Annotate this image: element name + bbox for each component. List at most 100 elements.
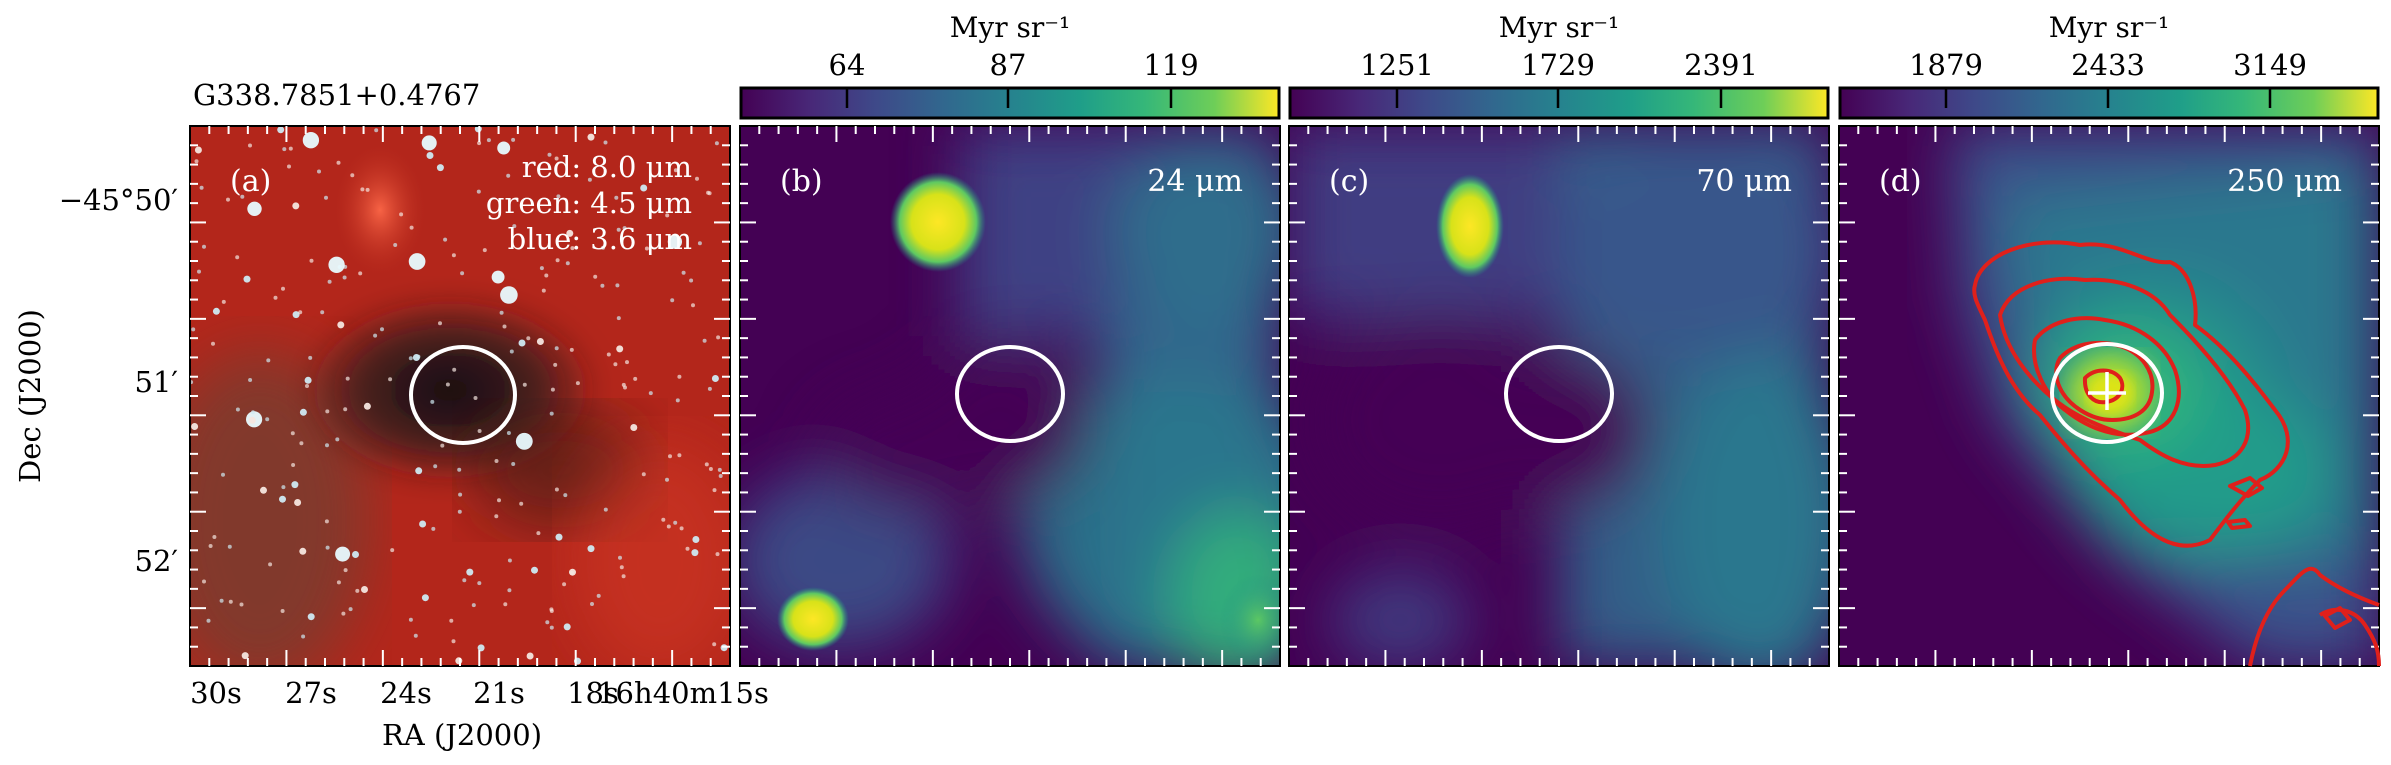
star (566, 229, 574, 237)
star (309, 258, 314, 263)
star (491, 270, 505, 284)
star (494, 459, 499, 463)
star (511, 137, 516, 142)
star (506, 431, 511, 435)
panel-d-aperture (2050, 342, 2164, 444)
panel-b-band: 24 μm (1147, 164, 1243, 199)
star (614, 195, 619, 200)
star (714, 141, 719, 146)
star (212, 535, 217, 539)
star (268, 562, 273, 567)
star (477, 141, 482, 146)
star (569, 347, 574, 352)
star (716, 335, 721, 340)
star (718, 474, 723, 478)
star (587, 545, 595, 553)
star (691, 549, 699, 557)
star (526, 652, 534, 660)
panel-a-image (190, 126, 730, 666)
star (563, 493, 568, 498)
star (355, 588, 360, 593)
star (575, 381, 580, 386)
star (563, 623, 571, 631)
star (615, 283, 620, 288)
panel-d: (d) 250 μm (1838, 125, 2381, 667)
star (325, 545, 330, 550)
star (350, 173, 355, 178)
star (399, 212, 404, 217)
panel-c-label: (c) (1329, 164, 1369, 199)
star (449, 618, 454, 623)
star (343, 407, 348, 412)
star (473, 396, 478, 400)
star (553, 362, 558, 367)
star (670, 298, 675, 303)
star (715, 552, 720, 557)
star (668, 454, 672, 459)
star (199, 185, 204, 190)
star (341, 611, 346, 616)
star (593, 274, 598, 279)
panel-a-legend-green: green: 4.5 μm (486, 186, 692, 220)
star (549, 609, 554, 613)
star (711, 375, 719, 382)
star (692, 536, 700, 543)
star (298, 310, 303, 315)
colorbar-b: Myr sr⁻¹ 64 87 119 (739, 11, 1281, 120)
star (352, 551, 359, 558)
star (239, 602, 244, 607)
colorbar-b-tick-label: 87 (990, 48, 1027, 82)
star (281, 485, 286, 490)
star (457, 509, 462, 514)
star (197, 269, 201, 274)
star (413, 633, 418, 638)
star (549, 625, 554, 630)
star (512, 224, 517, 229)
panel-b-image (740, 126, 1280, 666)
ra-tick-label: 30s (190, 676, 242, 710)
colorbar-d-tick-label: 1879 (1909, 48, 1983, 82)
star (248, 378, 253, 382)
star (235, 255, 240, 260)
star (248, 143, 252, 148)
star (221, 472, 225, 477)
star (325, 409, 330, 414)
star (202, 579, 206, 584)
star (228, 599, 233, 604)
star (712, 642, 717, 647)
star (360, 187, 365, 192)
star (562, 582, 567, 587)
star (587, 133, 595, 141)
star (421, 594, 429, 602)
star (679, 526, 684, 531)
star (320, 310, 325, 315)
star (522, 382, 527, 387)
star (661, 517, 666, 522)
star (430, 399, 435, 404)
star (277, 126, 285, 134)
star (596, 593, 601, 598)
star (302, 132, 320, 149)
star (348, 607, 353, 612)
star (251, 410, 255, 415)
star (641, 472, 646, 477)
panel-b-label: (b) (780, 164, 823, 199)
star (616, 227, 621, 232)
source-name: G338.7851+0.4767 (193, 78, 480, 112)
star (565, 261, 570, 266)
star (345, 376, 350, 381)
star (325, 443, 329, 448)
star (511, 462, 516, 466)
ra-tick-label: 16h40m15s (597, 676, 769, 710)
star (208, 544, 213, 548)
star (336, 580, 341, 585)
star (292, 202, 300, 210)
panel-c-band: 70 μm (1696, 164, 1792, 199)
star (550, 387, 555, 392)
star (477, 429, 482, 433)
star (536, 531, 541, 536)
star (665, 477, 669, 482)
star (471, 603, 476, 608)
panel-d-label: (d) (1879, 164, 1922, 199)
star (536, 338, 544, 345)
